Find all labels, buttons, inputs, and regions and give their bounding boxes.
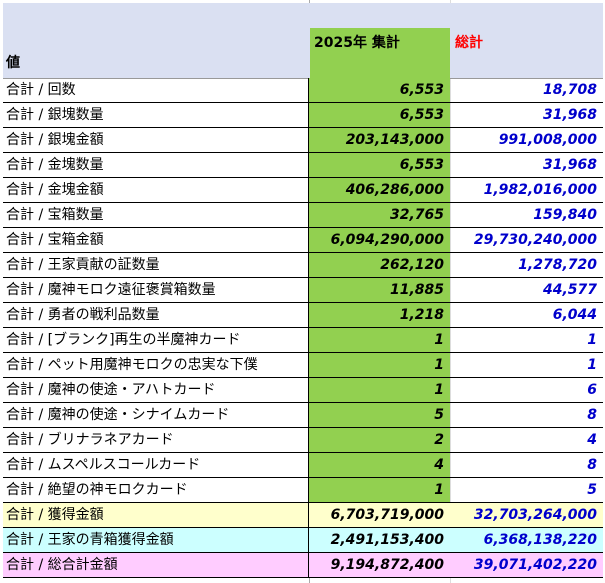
grand-total-value[interactable]: 5 bbox=[587, 482, 597, 498]
table-row: 合計 / ムスペルスコールカード 4 8 bbox=[3, 453, 603, 478]
year-2025-value[interactable]: 2 bbox=[309, 428, 450, 452]
year-2025-value[interactable]: 6,553 bbox=[309, 78, 450, 102]
row-label[interactable]: 合計 / 総合計金額 bbox=[3, 553, 309, 577]
table-row: 合計 / ペット用魔神モロクの忠実な下僕 1 1 bbox=[3, 353, 603, 378]
grand-total-value[interactable]: 4 bbox=[587, 432, 597, 448]
grand-total-value[interactable]: 6 bbox=[587, 382, 597, 398]
grand-total-value[interactable]: 18,708 bbox=[542, 82, 597, 98]
year-2025-value[interactable]: 1 bbox=[309, 328, 450, 352]
year-2025-value[interactable]: 1 bbox=[309, 478, 450, 502]
grand-total-value[interactable]: 6,368,138,220 bbox=[483, 532, 597, 548]
grand-total-value[interactable]: 31,968 bbox=[542, 157, 597, 173]
row-label[interactable]: 合計 / [ブランク]再生の半魔神カード bbox=[3, 328, 309, 352]
table-row: 合計 / 回数 6,553 18,708 bbox=[3, 78, 603, 103]
year-2025-value[interactable]: 11,885 bbox=[309, 278, 450, 302]
grand-total-value[interactable]: 31,968 bbox=[542, 107, 597, 123]
pivot-header: 値 2025年 集計 総計 bbox=[3, 3, 603, 79]
year-2025-value[interactable]: 1,218 bbox=[309, 303, 450, 327]
row-label[interactable]: 合計 / 金塊数量 bbox=[3, 153, 309, 177]
grand-total-value[interactable]: 1 bbox=[587, 332, 597, 348]
row-label[interactable]: 合計 / ムスペルスコールカード bbox=[3, 453, 309, 477]
row-label[interactable]: 合計 / 金塊金額 bbox=[3, 178, 309, 202]
row-label[interactable]: 合計 / 銀塊数量 bbox=[3, 103, 309, 127]
table-row: 合計 / 魔神の使途・アハトカード 1 6 bbox=[3, 378, 603, 403]
row-label[interactable]: 合計 / ブリナラネアカード bbox=[3, 428, 309, 452]
table-row: 合計 / 総合計金額 9,194,872,400 39,071,402,220 bbox=[3, 553, 603, 578]
row-label[interactable]: 合計 / 王家の青箱獲得金額 bbox=[3, 528, 309, 552]
table-row: 合計 / 王家貢献の証数量 262,120 1,278,720 bbox=[3, 253, 603, 278]
row-label[interactable]: 合計 / 銀塊金額 bbox=[3, 128, 309, 152]
table-row: 合計 / 銀塊数量 6,553 31,968 bbox=[3, 103, 603, 128]
table-row: 合計 / 獲得金額 6,703,719,000 32,703,264,000 bbox=[3, 503, 603, 528]
grand-total-value[interactable]: 1,982,016,000 bbox=[483, 182, 597, 198]
year-2025-value[interactable]: 6,553 bbox=[309, 103, 450, 127]
table-row: 合計 / 宝箱金額 6,094,290,000 29,730,240,000 bbox=[3, 228, 603, 253]
year-2025-value[interactable]: 2,491,153,400 bbox=[330, 532, 444, 548]
year-2025-value[interactable]: 9,194,872,400 bbox=[330, 557, 444, 573]
gridline bbox=[450, 0, 451, 583]
year-2025-value[interactable]: 6,553 bbox=[309, 153, 450, 177]
table-row: 合計 / ブリナラネアカード 2 4 bbox=[3, 428, 603, 453]
row-label[interactable]: 合計 / 回数 bbox=[3, 78, 309, 102]
table-row: 合計 / 絶望の神モロクカード 1 5 bbox=[3, 478, 603, 503]
grand-total-value[interactable]: 8 bbox=[587, 407, 597, 423]
row-label[interactable]: 合計 / 獲得金額 bbox=[3, 503, 309, 527]
row-label[interactable]: 合計 / 宝箱金額 bbox=[3, 228, 309, 252]
table-row: 合計 / 銀塊金額 203,143,000 991,008,000 bbox=[3, 128, 603, 153]
grand-total-value[interactable]: 991,008,000 bbox=[498, 132, 597, 148]
grand-total-value[interactable]: 1 bbox=[587, 357, 597, 373]
year-2025-value[interactable]: 5 bbox=[309, 403, 450, 427]
year-2025-value[interactable]: 262,120 bbox=[309, 253, 450, 277]
grand-total-value[interactable]: 29,730,240,000 bbox=[473, 232, 597, 248]
grand-total-value[interactable]: 39,071,402,220 bbox=[473, 557, 597, 573]
year-2025-value[interactable]: 406,286,000 bbox=[309, 178, 450, 202]
table-row: 合計 / 金塊数量 6,553 31,968 bbox=[3, 153, 603, 178]
grand-total-value[interactable]: 44,577 bbox=[542, 282, 597, 298]
year-2025-value[interactable]: 6,703,719,000 bbox=[330, 507, 444, 523]
row-label[interactable]: 合計 / 絶望の神モロクカード bbox=[3, 478, 309, 502]
row-label[interactable]: 合計 / 魔神の使途・アハトカード bbox=[3, 378, 309, 402]
values-header[interactable]: 値 bbox=[6, 55, 20, 71]
table-row: 合計 / 王家の青箱獲得金額 2,491,153,400 6,368,138,220 bbox=[3, 528, 603, 553]
table-row: 合計 / 宝箱数量 32,765 159,840 bbox=[3, 203, 603, 228]
row-label[interactable]: 合計 / 勇者の戦利品数量 bbox=[3, 303, 309, 327]
grand-total-value[interactable]: 32,703,264,000 bbox=[473, 507, 597, 523]
table-row: 合計 / 金塊金額 406,286,000 1,982,016,000 bbox=[3, 178, 603, 203]
year-2025-value[interactable]: 4 bbox=[309, 453, 450, 477]
year-2025-value[interactable]: 1 bbox=[309, 353, 450, 377]
year-2025-value[interactable]: 32,765 bbox=[309, 203, 450, 227]
year-2025-value[interactable]: 203,143,000 bbox=[309, 128, 450, 152]
pivot-rows: 合計 / 回数 6,553 18,708 合計 / 銀塊数量 6,553 31,968 合計… bbox=[3, 78, 603, 578]
grand-total-value[interactable]: 159,840 bbox=[533, 207, 597, 223]
year-column-header[interactable]: 2025年 集計 bbox=[310, 28, 450, 78]
row-label[interactable]: 合計 / 魔神の使途・シナイムカード bbox=[3, 403, 309, 427]
row-label[interactable]: 合計 / 魔神モロク遠征褒賞箱数量 bbox=[3, 278, 309, 302]
table-row: 合計 / 勇者の戦利品数量 1,218 6,044 bbox=[3, 303, 603, 328]
grand-total-value[interactable]: 8 bbox=[587, 457, 597, 473]
grand-total-header[interactable]: 総計 bbox=[455, 35, 483, 51]
grand-total-value[interactable]: 6,044 bbox=[552, 307, 597, 323]
table-row: 合計 / 魔神の使途・シナイムカード 5 8 bbox=[3, 403, 603, 428]
row-label[interactable]: 合計 / 王家貢献の証数量 bbox=[3, 253, 309, 277]
grand-total-value[interactable]: 1,278,720 bbox=[518, 257, 597, 273]
year-2025-value[interactable]: 6,094,290,000 bbox=[309, 228, 450, 252]
table-row: 合計 / [ブランク]再生の半魔神カード 1 1 bbox=[3, 328, 603, 353]
year-2025-value[interactable]: 1 bbox=[309, 378, 450, 402]
row-label[interactable]: 合計 / 宝箱数量 bbox=[3, 203, 309, 227]
table-row: 合計 / 魔神モロク遠征褒賞箱数量 11,885 44,577 bbox=[3, 278, 603, 303]
row-label[interactable]: 合計 / ペット用魔神モロクの忠実な下僕 bbox=[3, 353, 309, 377]
